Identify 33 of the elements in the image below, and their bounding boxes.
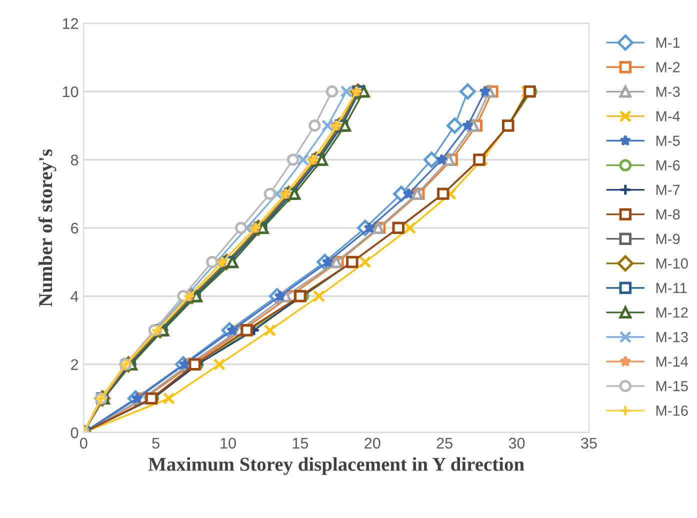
x-tick-label: 20: [364, 438, 380, 449]
y-tick-label: 0: [70, 427, 78, 438]
legend-label: M-3: [656, 86, 680, 97]
legend-label: M-13: [656, 332, 688, 342]
y-tick-label: 8: [70, 154, 78, 166]
legend-label: M-5: [656, 136, 680, 146]
x-tick-label: 5: [152, 438, 160, 449]
legend-label: M-4: [656, 111, 680, 122]
legend-label: M-7: [656, 184, 680, 195]
legend-label: M-16: [656, 405, 688, 416]
legend-label: M-14: [656, 356, 688, 367]
legend-label: M-10: [656, 258, 688, 269]
y-axis-title: Number of storey's: [38, 149, 56, 307]
x-axis-title: Maximum Storey displacement in Y direction: [148, 457, 524, 475]
x-tick-label: 25: [436, 438, 452, 449]
x-tick-label: 30: [508, 438, 525, 449]
legend-label: M-12: [656, 307, 688, 318]
x-tick-label: 15: [292, 438, 308, 449]
legend-label: M-9: [656, 234, 680, 244]
legend-label: M-8: [656, 209, 680, 220]
legend-label: M-1: [656, 38, 680, 48]
y-tick-label: 4: [70, 291, 78, 302]
x-tick-label: 0: [80, 438, 88, 449]
y-tick-label: 10: [62, 86, 78, 98]
x-tick-label: 10: [220, 438, 236, 449]
legend-label: M-15: [656, 381, 688, 392]
y-tick-label: 6: [71, 222, 78, 234]
y-tick-label: 12: [62, 18, 78, 29]
legend-label: M-2: [656, 62, 680, 72]
x-tick-label: 35: [581, 438, 597, 449]
y-tick-label: 2: [71, 359, 78, 370]
legend-label: M-11: [656, 282, 687, 294]
legend-label: M-6: [656, 160, 680, 171]
